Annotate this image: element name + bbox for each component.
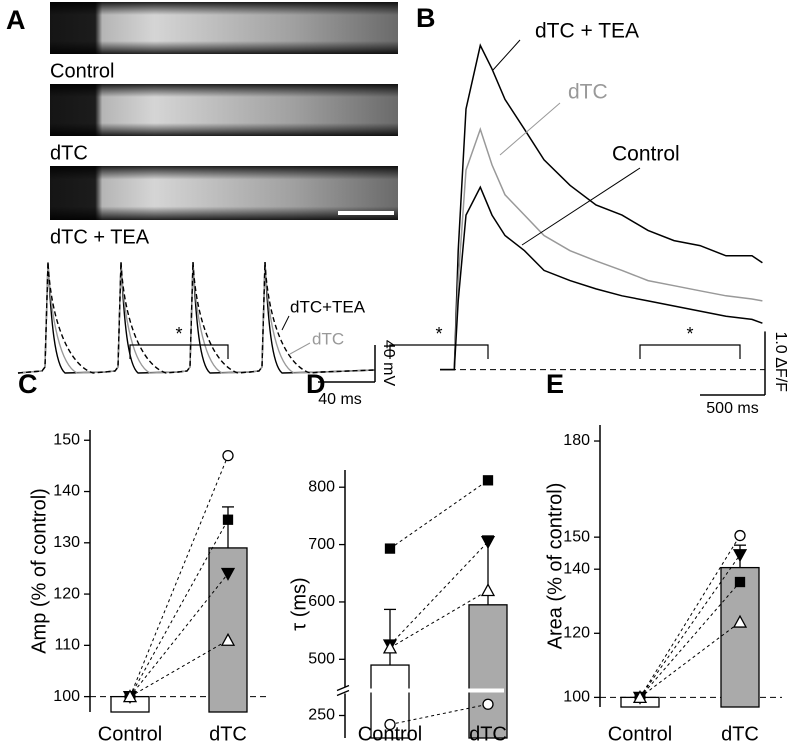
y-axis-label: Amp (% of control)	[28, 488, 50, 654]
y-tick-label: 700	[308, 536, 335, 553]
panel-label: D	[306, 369, 326, 399]
significance-label: *	[435, 324, 442, 344]
y-tick-label: 150	[563, 528, 590, 545]
significance-label: *	[686, 324, 693, 344]
pair-line	[129, 519, 229, 697]
y-tick-label: 600	[308, 593, 335, 610]
image-label: Control	[50, 60, 114, 82]
image	[50, 2, 398, 54]
point	[122, 689, 138, 703]
point	[222, 514, 234, 525]
image-label: dTC + TEA	[50, 226, 150, 248]
series-label: dTC + TEA	[535, 20, 639, 43]
y-tick-label: 180	[563, 432, 590, 449]
scale-label: 40 ms	[318, 391, 362, 408]
point	[480, 536, 496, 550]
y-tick-label: 140	[563, 560, 590, 577]
bar	[720, 566, 760, 708]
pair-line	[129, 573, 229, 697]
leader-line	[499, 102, 561, 156]
scale-label: 40 mV	[380, 340, 397, 387]
trace-label: dTC+TEA	[290, 297, 366, 316]
pair-line	[129, 455, 229, 697]
scale-label: 500 ms	[706, 400, 758, 417]
ap-trace	[17, 261, 376, 374]
point	[732, 614, 748, 628]
y-tick-label: 110	[54, 637, 80, 654]
x-tick-label: dTC	[209, 723, 247, 745]
panel-label: A	[6, 5, 26, 35]
y-tick-label: 800	[308, 478, 335, 495]
y-tick-label: 150	[53, 431, 80, 448]
y-tick-label: 130	[53, 534, 80, 551]
x-tick-label: dTC	[469, 723, 507, 745]
point	[382, 640, 398, 654]
leader-line	[281, 315, 290, 331]
point	[220, 632, 236, 646]
trace-label: dTC	[312, 329, 344, 348]
y-tick-label: 500	[308, 651, 335, 668]
ap-trace	[17, 261, 376, 374]
pair-line	[639, 554, 741, 698]
pair-line	[639, 581, 741, 698]
x-tick-label: dTC	[721, 723, 759, 745]
axis-break	[336, 684, 350, 692]
bar	[468, 604, 508, 739]
trace	[440, 126, 763, 371]
panel-label: E	[546, 369, 564, 399]
pair-line	[389, 703, 489, 725]
y-tick-label: 120	[563, 625, 590, 642]
ap-traces	[17, 261, 376, 374]
image-label: dTC	[50, 142, 88, 164]
point	[734, 529, 746, 542]
y-tick-label: 100	[563, 689, 590, 706]
pair-line	[389, 590, 489, 649]
axis-break	[349, 688, 504, 693]
leader-line	[289, 342, 311, 355]
series-label: dTC	[568, 81, 608, 104]
point	[732, 549, 748, 563]
y-tick-label: 250	[308, 707, 335, 724]
x-tick-label: Control	[98, 723, 162, 745]
point	[482, 475, 494, 486]
y-tick-label: 140	[53, 483, 80, 500]
trace	[440, 185, 763, 371]
leader-line	[521, 167, 641, 246]
x-tick-label: Control	[358, 723, 422, 745]
bar	[208, 547, 248, 713]
point	[632, 690, 648, 704]
axis-break	[337, 687, 349, 694]
significance-bracket	[389, 344, 489, 359]
point	[482, 698, 494, 710]
series-label: Control	[612, 143, 680, 166]
point	[222, 449, 234, 462]
significance-label: *	[175, 324, 182, 344]
x-tick-label: Control	[608, 723, 672, 745]
leader-line	[492, 39, 521, 71]
pair-line	[129, 639, 229, 698]
panel-label: B	[416, 3, 436, 33]
point	[384, 718, 396, 731]
image-stack	[50, 2, 398, 220]
pair-line	[639, 621, 741, 698]
y-tick-label: 100	[53, 688, 80, 705]
y-axis-label: τ (ms)	[288, 577, 310, 630]
significance-bracket	[639, 344, 741, 359]
significance-bracket	[129, 344, 229, 359]
panel-label: C	[18, 369, 38, 399]
image	[50, 84, 398, 136]
point	[734, 576, 746, 588]
scale-label: 1.0 ΔF/F	[772, 331, 789, 392]
trace	[440, 43, 763, 371]
y-tick-label: 120	[53, 585, 80, 602]
axis-break	[336, 689, 350, 697]
y-axis-label: Area (% of control)	[544, 483, 566, 650]
pair-line	[639, 535, 741, 698]
point	[480, 583, 496, 597]
point	[384, 543, 396, 554]
point	[220, 567, 236, 581]
pair-line	[389, 479, 489, 550]
